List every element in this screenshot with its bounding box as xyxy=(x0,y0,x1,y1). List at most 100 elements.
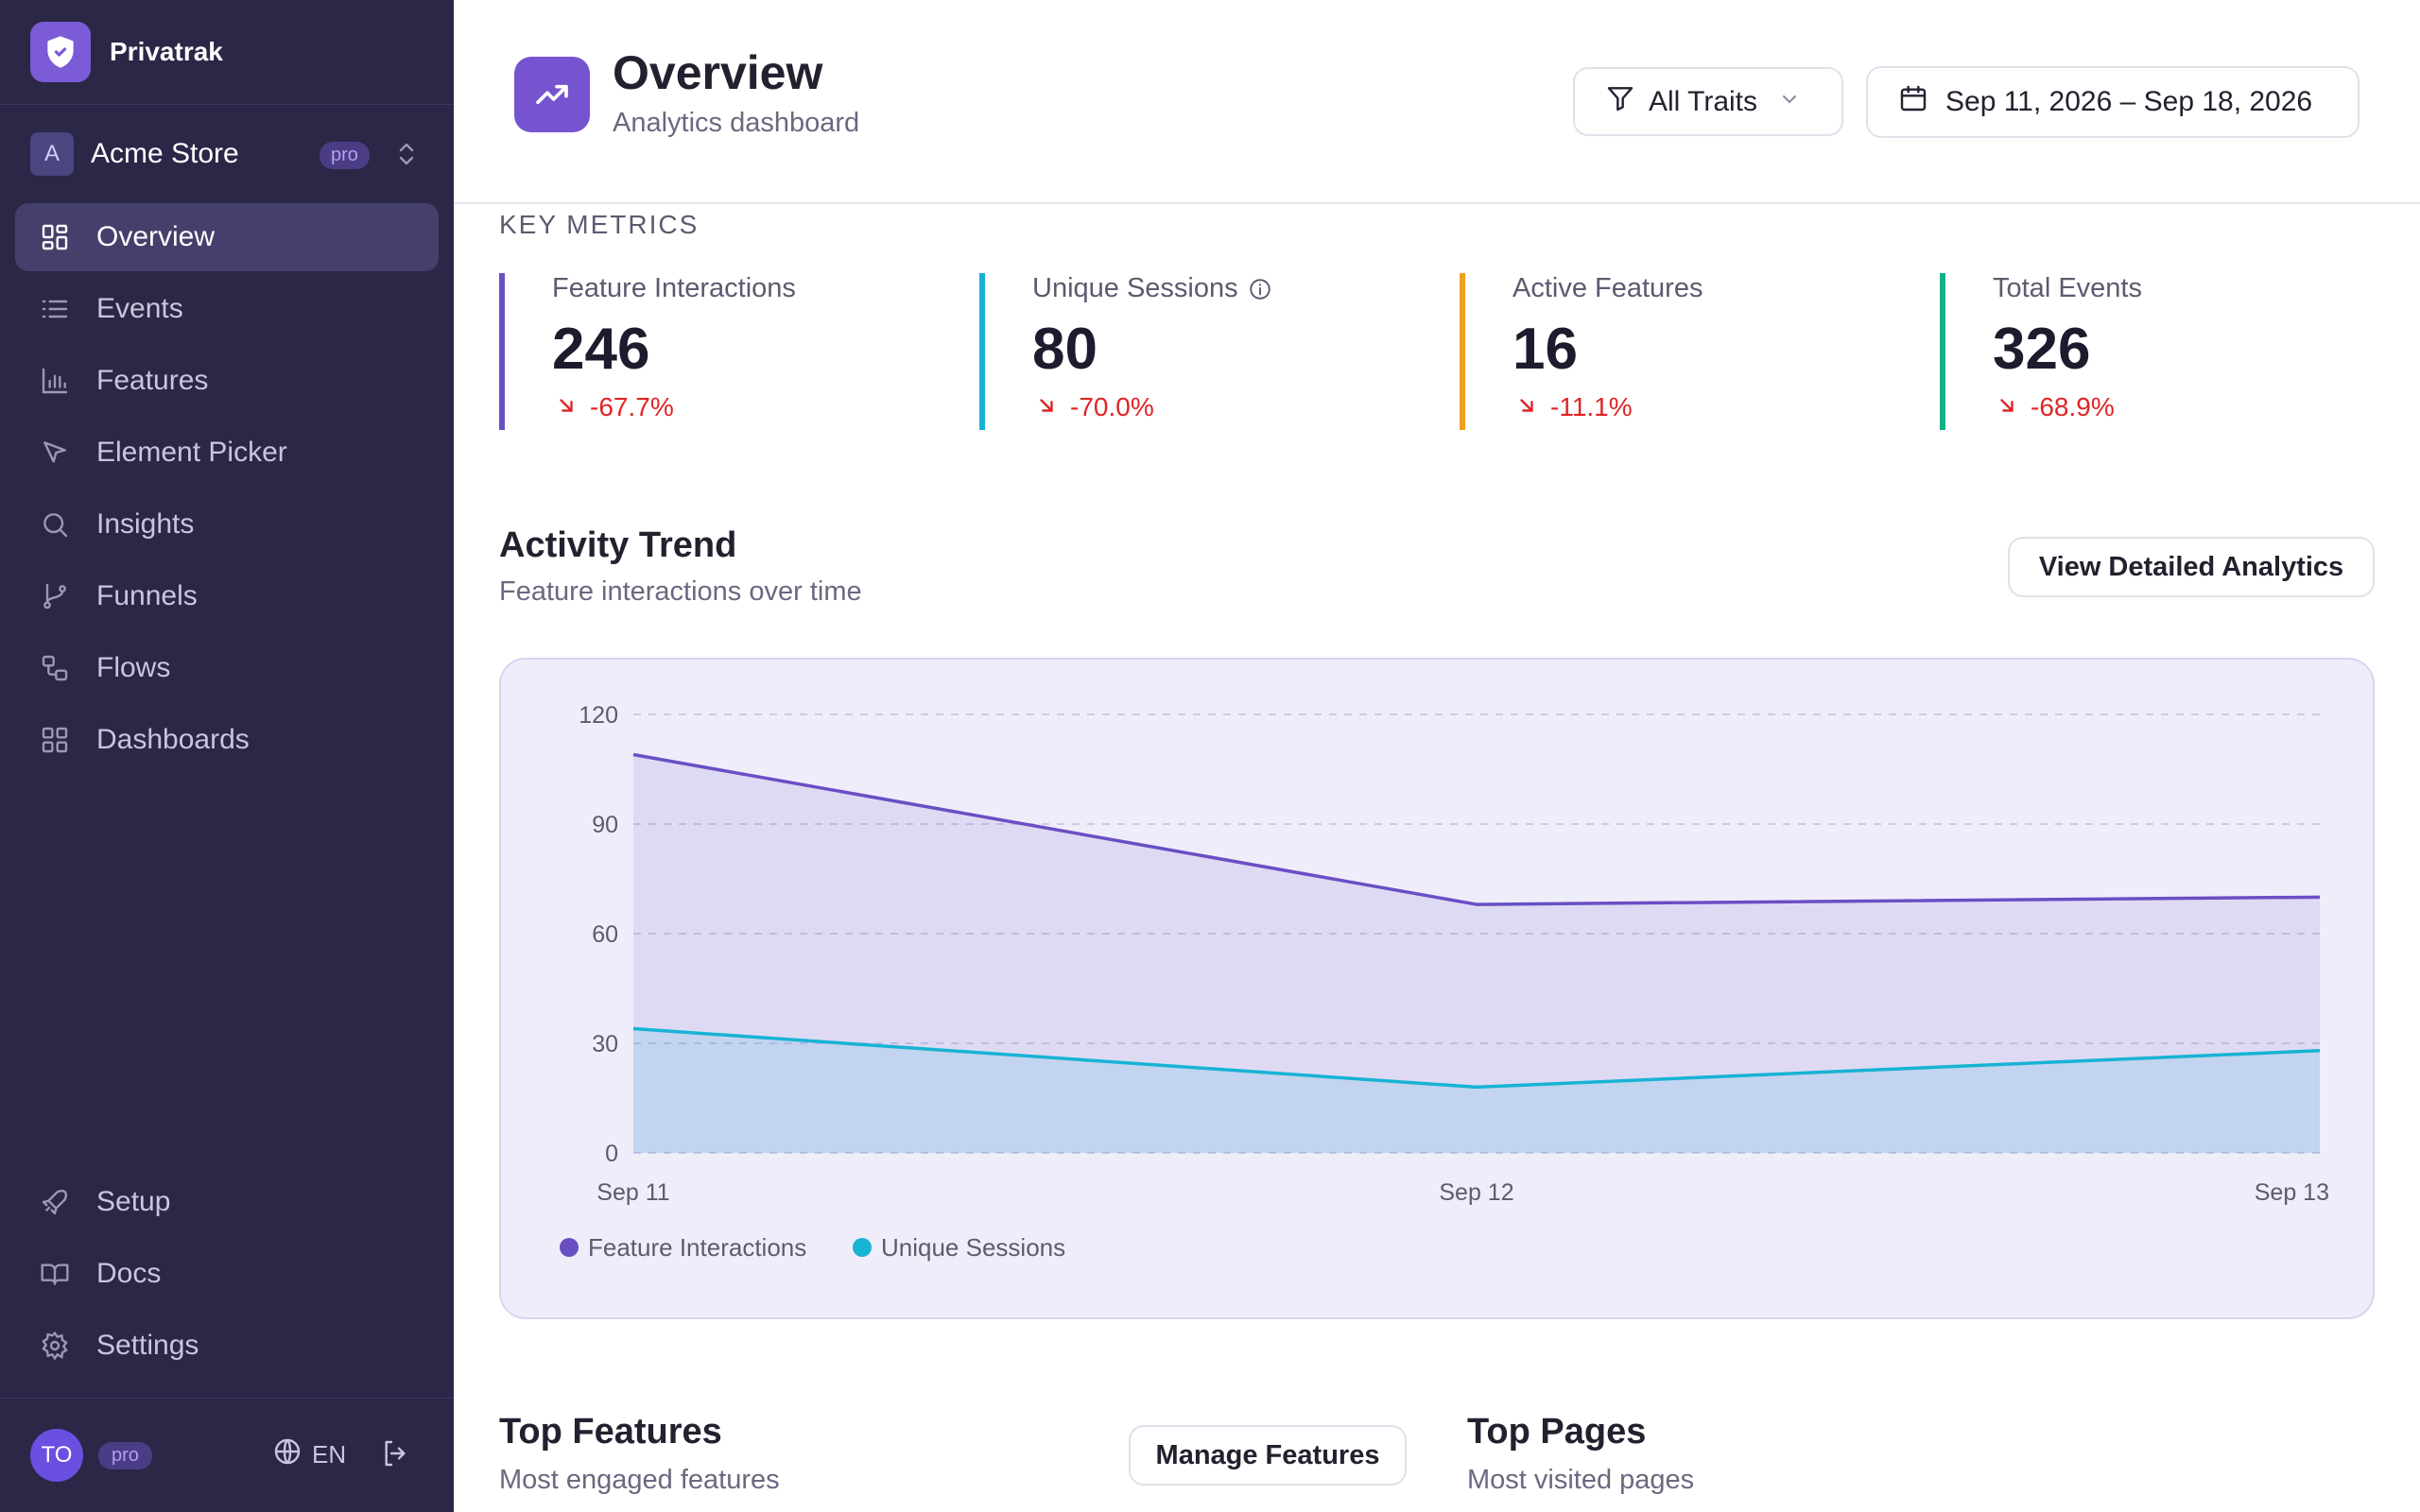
user-bar: TO pro EN xyxy=(0,1398,454,1512)
page-subtitle: Analytics dashboard xyxy=(613,108,860,138)
y-tick-label: 120 xyxy=(579,702,618,729)
arrow-down-right-icon xyxy=(1996,392,2017,422)
dashboard-icon xyxy=(38,723,72,757)
page-title: Overview xyxy=(613,46,823,99)
metric-label: Total Events xyxy=(1993,273,2142,303)
nav-item-features[interactable]: Features xyxy=(15,347,439,415)
chart-canvas: 0 30 60 90 120 Sep 11 Sep 12 Sep 13 Feature Inte… xyxy=(560,702,2329,1262)
traits-filter-button[interactable]: All Traits xyxy=(1573,67,1843,136)
nav-item-dashboards[interactable]: Dashboards xyxy=(15,706,439,774)
metric-change: -70.0% xyxy=(1070,392,1154,421)
nav-label: Insights xyxy=(96,508,195,540)
top-features-title: Top Features xyxy=(499,1412,722,1452)
key-metrics-label: KEY METRICS xyxy=(499,210,700,239)
metric-card-total-events: Total Events 326 -68.9% xyxy=(1940,273,2375,430)
manage-features-button[interactable]: Manage Features xyxy=(1129,1425,1407,1486)
activity-trend-chart: 0 30 60 90 120 Sep 11 Sep 12 Sep 13 Feature Inte… xyxy=(499,658,2375,1319)
chevron-down-icon xyxy=(1778,86,1801,118)
nav-item-element-picker[interactable]: Element Picker xyxy=(15,419,439,487)
bar-chart-icon xyxy=(38,364,72,398)
language-label: EN xyxy=(312,1440,347,1469)
book-icon xyxy=(38,1257,72,1291)
page-header: Overview Analytics dashboard All Traits … xyxy=(454,0,2420,204)
x-tick-label: Sep 13 xyxy=(2255,1179,2329,1206)
nav-item-docs[interactable]: Docs xyxy=(15,1240,439,1308)
git-branch-icon xyxy=(38,579,72,613)
filter-icon xyxy=(1605,83,1635,121)
gear-icon xyxy=(38,1329,72,1363)
series-area-1 xyxy=(633,1028,2320,1153)
workspace-switcher[interactable]: A Acme Store pro xyxy=(0,105,454,203)
nav-label: Flows xyxy=(96,652,171,683)
y-tick-label: 60 xyxy=(592,921,618,948)
metric-label: Unique Sessions xyxy=(1032,273,1238,303)
metric-change: -67.7% xyxy=(590,392,674,421)
metric-label: Active Features xyxy=(1512,273,1703,303)
logout-icon[interactable] xyxy=(380,1438,410,1473)
arrow-down-right-icon xyxy=(556,392,577,422)
top-pages-title: Top Pages xyxy=(1467,1412,1647,1452)
y-tick-label: 90 xyxy=(592,812,618,838)
plan-badge: pro xyxy=(98,1441,152,1469)
metric-value: 16 xyxy=(1512,317,1578,382)
y-tick-label: 0 xyxy=(605,1141,618,1167)
sidebar: Privatrak A Acme Store pro Overview Even… xyxy=(0,0,454,1512)
top-features-subtitle: Most engaged features xyxy=(499,1465,780,1495)
nav-item-funnels[interactable]: Funnels xyxy=(15,562,439,630)
pointer-icon xyxy=(38,436,72,470)
series-line-0 xyxy=(632,752,2321,906)
list-icon xyxy=(38,292,72,326)
workspace-name: Acme Store xyxy=(91,138,239,169)
grid-icon xyxy=(38,220,72,254)
nav-label: Setup xyxy=(96,1186,171,1217)
language-switcher[interactable]: EN xyxy=(272,1436,346,1473)
info-icon[interactable] xyxy=(1248,277,1272,301)
nav-item-setup[interactable]: Setup xyxy=(15,1168,439,1236)
metric-value: 246 xyxy=(552,317,650,382)
legend-label: Feature Interactions xyxy=(588,1233,806,1262)
traits-filter-label: All Traits xyxy=(1649,85,1758,117)
arrow-down-right-icon xyxy=(1516,392,1537,422)
metric-label: Feature Interactions xyxy=(552,273,796,303)
nav-label: Features xyxy=(96,365,209,396)
metric-card-active-features: Active Features 16 -11.1% xyxy=(1460,273,1894,430)
nav-label: Docs xyxy=(96,1258,162,1289)
metric-card-feature-interactions: Feature Interactions 246 -67.7% xyxy=(499,273,934,430)
legend-label: Unique Sessions xyxy=(881,1233,1065,1262)
nav-item-events[interactable]: Events xyxy=(15,275,439,343)
x-tick-label: Sep 11 xyxy=(596,1179,669,1206)
avatar[interactable]: TO xyxy=(30,1429,83,1482)
nav-item-insights[interactable]: Insights xyxy=(15,490,439,558)
brand-name: Privatrak xyxy=(110,37,223,66)
series-line-1 xyxy=(632,1026,2321,1090)
metric-value: 80 xyxy=(1032,317,1098,382)
nav-item-settings[interactable]: Settings xyxy=(15,1312,439,1380)
secondary-nav: Setup Docs Settings xyxy=(15,1168,439,1383)
flow-icon xyxy=(38,651,72,685)
view-detailed-analytics-button[interactable]: View Detailed Analytics xyxy=(2008,537,2375,597)
shield-check-icon xyxy=(30,22,91,82)
trending-up-icon xyxy=(514,57,590,132)
activity-trend-subtitle: Feature interactions over time xyxy=(499,576,862,607)
activity-trend-title: Activity Trend xyxy=(499,525,737,565)
nav-label: Events xyxy=(96,293,183,324)
nav-item-flows[interactable]: Flows xyxy=(15,634,439,702)
legend-swatch xyxy=(560,1238,579,1257)
brand: Privatrak xyxy=(0,0,454,105)
plan-badge: pro xyxy=(320,142,370,169)
metric-change: -68.9% xyxy=(2031,392,2115,421)
series-area-0 xyxy=(633,754,2320,1153)
x-tick-label: Sep 12 xyxy=(1439,1179,1513,1206)
nav-label: Overview xyxy=(96,221,216,252)
date-range-picker[interactable]: Sep 11, 2026 – Sep 18, 2026 xyxy=(1866,66,2360,138)
workspace-avatar: A xyxy=(30,132,74,176)
chevron-up-down-icon xyxy=(395,139,418,174)
arrow-down-right-icon xyxy=(1036,392,1057,422)
metric-change: -11.1% xyxy=(1550,392,1633,421)
nav-label: Dashboards xyxy=(96,724,250,755)
nav-item-overview[interactable]: Overview xyxy=(15,203,439,271)
rocket-icon xyxy=(38,1185,72,1219)
legend-swatch xyxy=(853,1238,872,1257)
calendar-icon xyxy=(1898,83,1928,121)
search-icon xyxy=(38,507,72,541)
